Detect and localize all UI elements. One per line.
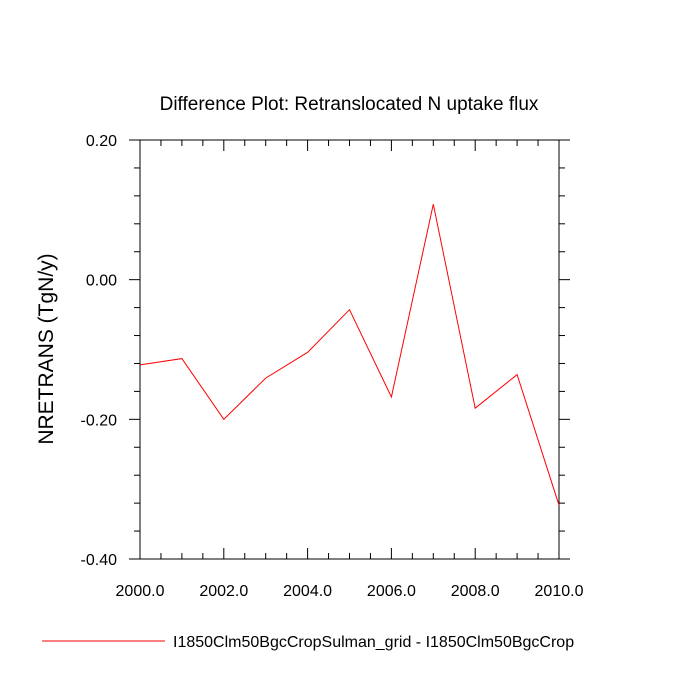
- axis-ticks: [129, 139, 570, 560]
- y-tick-label: 0.20: [86, 133, 117, 150]
- chart-title: Difference Plot: Retranslocated N uptake…: [160, 94, 539, 115]
- y-tick-label: -0.40: [81, 552, 118, 569]
- x-tick-label: 2008.0: [451, 583, 500, 600]
- x-tick-label: 2000.0: [116, 583, 165, 600]
- x-tick-label: 2002.0: [199, 583, 248, 600]
- series-line: [139, 204, 560, 506]
- plot-frame: [139, 139, 560, 560]
- x-tick-label: 2006.0: [367, 583, 416, 600]
- legend-label: I1850Clm50BgcCropSulman_grid - I1850Clm5…: [173, 634, 574, 651]
- series-layer: [139, 204, 560, 506]
- y-tick-label: 0.00: [86, 273, 117, 290]
- y-tick-label: -0.20: [81, 412, 118, 429]
- legend: I1850Clm50BgcCropSulman_grid - I1850Clm5…: [42, 634, 574, 651]
- x-tick-label: 2004.0: [283, 583, 332, 600]
- axis-tick-labels: 2000.0 2002.0 2004.0 2006.0 2008.0 2010.0 0.20…: [81, 133, 584, 600]
- x-tick-label: 2010.0: [535, 583, 584, 600]
- y-axis-label: NRETRANS (TgN/y): [35, 253, 58, 444]
